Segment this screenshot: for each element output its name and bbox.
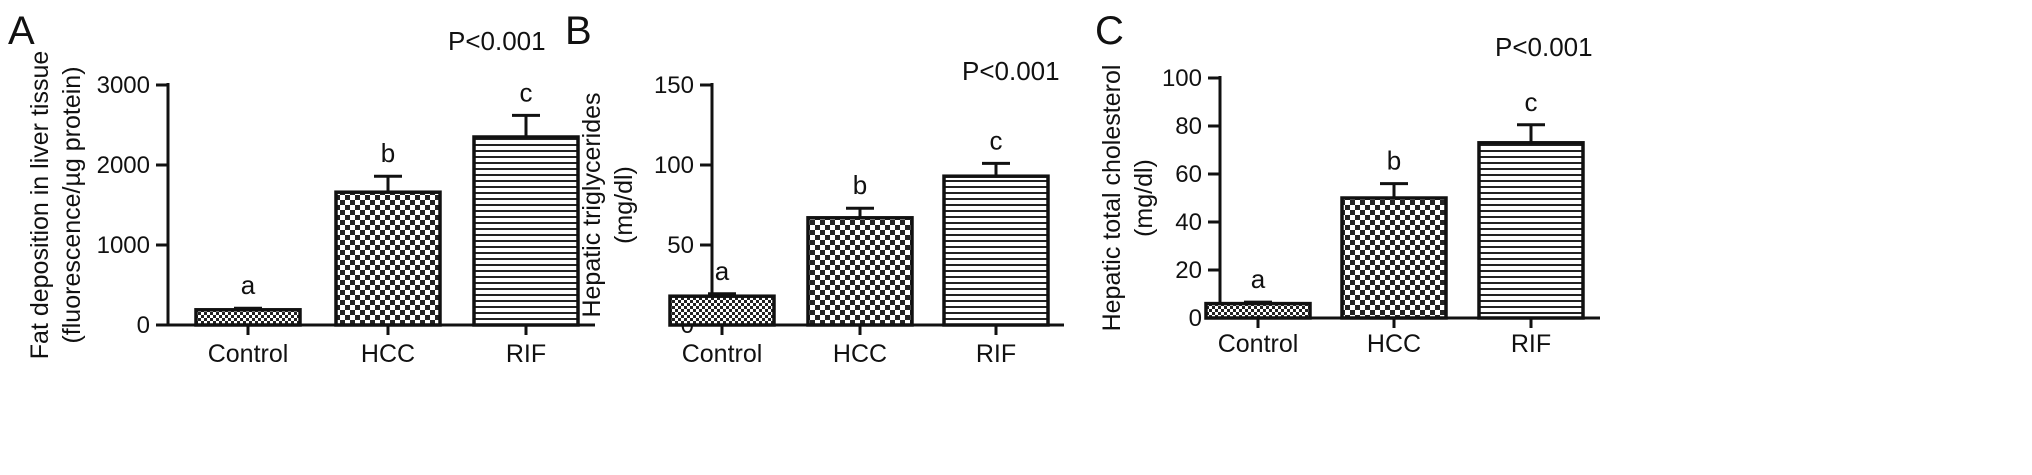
category-label: HCC [361,340,415,368]
category-label: HCC [833,340,887,368]
category-label: RIF [506,340,546,368]
y-tick-label: 60 [1175,161,1202,188]
y-tick-label: 0 [1189,305,1202,332]
p-value-label: P<0.001 [962,56,1060,86]
p-value-label: P<0.001 [1495,32,1593,62]
panels: A P<0.001 Fat deposition in liver tissue (f… [8,9,1600,368]
significance-letter: a [241,270,256,300]
bar-rif [942,174,1050,327]
y-tick-label: 80 [1175,113,1202,140]
bar-rif [1477,141,1585,320]
y-axis-title-line: Hepatic total cholesterol [1098,65,1126,332]
panel-letter: A [8,9,35,53]
y-tick-label: 150 [654,72,694,99]
significance-letter: b [853,170,867,200]
bar-hcc [806,216,914,327]
p-value-label: P<0.001 [448,26,546,56]
significance-letter: c [1525,87,1538,117]
y-axis-title-line: Fat deposition in liver tissue [26,51,54,359]
chart-panel-a: A P<0.001 Fat deposition in liver tissue (f… [8,9,595,368]
significance-letter: c [520,77,533,107]
y-tick-label: 20 [1175,257,1202,284]
panel-letter: B [565,9,592,53]
chart-panel-c: C P<0.001 Hepatic total cholesterol (mg/dl)… [1095,9,1600,358]
category-label: Control [682,340,763,368]
y-tick-label: 2000 [97,152,150,179]
bar-rif [472,135,580,327]
y-tick-label: 1000 [97,232,150,259]
category-label: Control [1218,330,1299,358]
y-tick-label: 50 [667,232,694,259]
y-tick-label: 3000 [97,72,150,99]
category-label: HCC [1367,330,1421,358]
significance-letter: a [715,256,730,286]
bar-control [668,294,776,327]
y-axis-title-line: (mg/dl) [610,166,638,244]
category-label: RIF [1511,330,1551,358]
category-label: RIF [976,340,1016,368]
category-label: Control [208,340,289,368]
y-tick-label: 0 [137,312,150,339]
y-axis-title-line: Hepatic triglycerides [578,92,606,317]
bar-hcc [1340,196,1448,320]
y-tick-label: 100 [654,152,694,179]
bar-control [1204,301,1312,320]
bar-control [194,308,302,327]
significance-letter: a [1251,264,1266,294]
y-axis-title-line: (fluorescence/µg protein) [58,66,86,343]
significance-letter: b [1387,146,1401,176]
panel-letter: C [1095,9,1124,53]
bar-hcc [334,190,442,327]
y-tick-label: 100 [1162,65,1202,92]
significance-letter: b [381,138,395,168]
significance-letter: c [990,125,1003,155]
y-axis-title-line: (mg/dl) [1130,159,1158,237]
y-tick-label: 40 [1175,209,1202,236]
